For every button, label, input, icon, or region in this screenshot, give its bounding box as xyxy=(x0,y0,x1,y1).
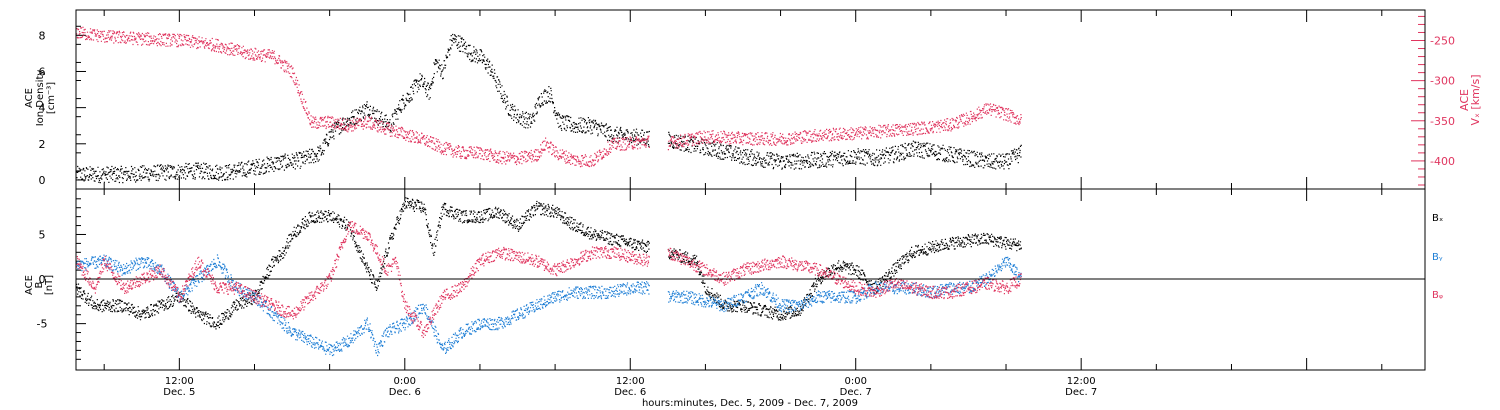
bottom-tick-label: -5 xyxy=(37,318,48,331)
top-left-ylabel-line: ACE xyxy=(24,88,35,108)
top-left-tick-label: 6 xyxy=(39,65,46,78)
legend-entry: Bᵩ xyxy=(1432,290,1443,301)
x-tick-day: Dec. 7 xyxy=(1065,387,1097,398)
top-left-ylabel: ACE Ion Density [cm⁻³] xyxy=(24,70,57,127)
bottom-tick-label: 5 xyxy=(39,228,46,241)
vx-points xyxy=(76,26,1022,168)
top-left-tick-label: 8 xyxy=(39,29,46,42)
top-right-tick-label: -250 xyxy=(1430,35,1455,48)
ion-density-points xyxy=(76,33,1022,184)
x-tick-day: Dec. 5 xyxy=(163,387,195,398)
top-right-tick-label: -350 xyxy=(1430,115,1455,128)
x-tick-time: 0:00 xyxy=(844,376,866,387)
b-series-2-points xyxy=(76,221,1022,338)
x-axis-title: hours:minutes, Dec. 5, 2009 - Dec. 7, 20… xyxy=(642,398,858,409)
bottom-tick-label: 0 xyxy=(39,273,46,286)
x-tick-time: 12:00 xyxy=(165,376,194,387)
x-tick-time: 12:00 xyxy=(616,376,645,387)
top-right-tick-label: -400 xyxy=(1430,155,1455,168)
x-tick-time: 0:00 xyxy=(394,376,416,387)
top-left-ylabel-line: [cm⁻³] xyxy=(46,82,57,114)
top-left-tick-label: 4 xyxy=(39,102,46,115)
bottom-ylabel-line: [nT] xyxy=(44,275,55,295)
top-right-ylabel-line: Vₓ [km/s] xyxy=(1469,74,1482,125)
bottom-ylabel: ACE B [nT] xyxy=(24,275,55,295)
top-right-tick-label: -300 xyxy=(1430,75,1455,88)
top-left-tick-label: 2 xyxy=(39,138,46,151)
top-left-tick-label: 0 xyxy=(39,174,46,187)
legend-entry: Bₓ xyxy=(1432,213,1443,224)
bottom-ylabel-line: ACE xyxy=(24,275,35,295)
bottom-ylabel-line: B xyxy=(34,281,45,288)
x-tick-day: Dec. 7 xyxy=(840,387,872,398)
top-right-ylabel-line: ACE xyxy=(1458,89,1471,111)
x-tick-day: Dec. 6 xyxy=(389,387,421,398)
legend-entry: Bᵧ xyxy=(1432,252,1443,263)
x-tick-day: Dec. 6 xyxy=(614,387,646,398)
x-tick-time: 12:00 xyxy=(1067,376,1096,387)
top-left-ylabel-line: Ion Density xyxy=(35,70,46,127)
